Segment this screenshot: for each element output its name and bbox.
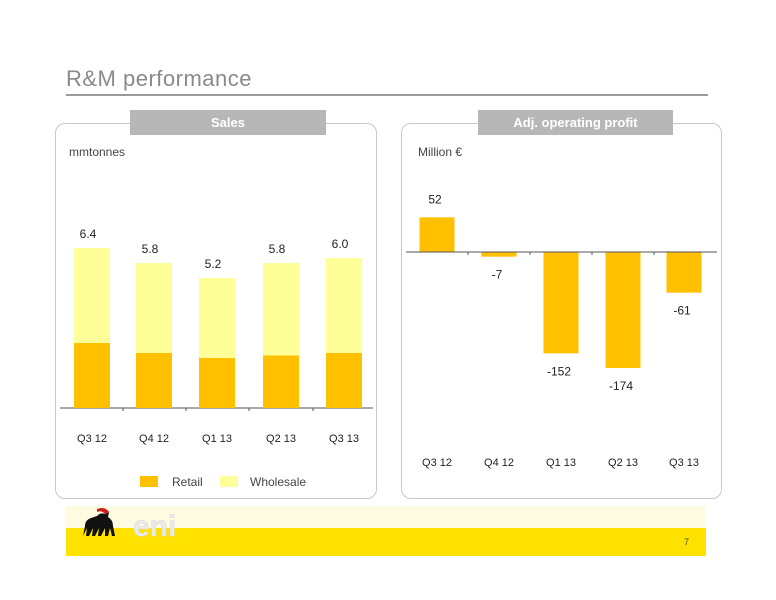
profit-value-label: 52	[428, 192, 442, 206]
sales-bar-wholesale	[326, 258, 362, 353]
profit-value-label: -152	[547, 364, 571, 378]
sales-category-label: Q1 13	[202, 433, 232, 445]
sales-bar-retail	[263, 355, 299, 408]
footer-band	[66, 528, 706, 556]
sales-bar-retail	[199, 358, 235, 408]
profit-bar	[419, 217, 455, 252]
sales-bar-wholesale	[263, 263, 299, 356]
sales-total-label: 5.8	[269, 242, 286, 256]
sales-total-label: 6.4	[80, 227, 97, 241]
sales-bar-wholesale	[74, 248, 110, 343]
eni-logo: eni	[83, 508, 177, 543]
profit-unit-label: Million €	[418, 145, 463, 159]
footer-top-band	[66, 506, 706, 528]
sales-total-label: 6.0	[332, 237, 349, 251]
profit-bar	[605, 252, 641, 368]
profit-value-label: -61	[673, 304, 691, 318]
profit-category-label: Q2 13	[608, 457, 638, 469]
profit-bar	[481, 252, 517, 257]
legend-wholesale-swatch	[220, 476, 238, 487]
profit-bar	[666, 252, 702, 293]
page-number: 7	[684, 537, 690, 547]
sales-bar-retail	[326, 353, 362, 408]
profit-value-label: -7	[492, 268, 503, 282]
title-divider	[66, 94, 708, 96]
profit-category-label: Q3 13	[669, 457, 699, 469]
profit-value-label: -174	[609, 379, 633, 393]
eni-logo-text: eni	[133, 510, 176, 543]
page-title: R&M performance	[66, 66, 253, 91]
legend-retail-swatch	[140, 476, 158, 487]
sales-bar-retail	[136, 353, 172, 408]
sales-category-label: Q4 12	[139, 433, 169, 445]
sales-total-label: 5.8	[142, 242, 159, 256]
sales-bar-wholesale	[136, 263, 172, 353]
profit-bar	[543, 252, 579, 354]
dog-logo-icon	[83, 512, 115, 536]
sales-unit-label: mmtonnes	[69, 145, 126, 159]
profit-category-label: Q4 12	[484, 457, 514, 469]
sales-category-label: Q3 13	[329, 433, 359, 445]
sales-bar-wholesale	[199, 278, 235, 358]
legend-wholesale-label: Wholesale	[250, 475, 307, 489]
profit-category-label: Q1 13	[546, 457, 576, 469]
profit-category-label: Q3 12	[422, 457, 452, 469]
sales-category-label: Q3 12	[77, 433, 107, 445]
sales-bar-retail	[74, 343, 110, 408]
sales-total-label: 5.2	[205, 257, 222, 271]
profit-tab: Adj. operating profit	[478, 110, 673, 135]
sales-category-label: Q2 13	[266, 433, 296, 445]
sales-tab: Sales	[130, 110, 326, 135]
legend-retail-label: Retail	[172, 475, 203, 489]
